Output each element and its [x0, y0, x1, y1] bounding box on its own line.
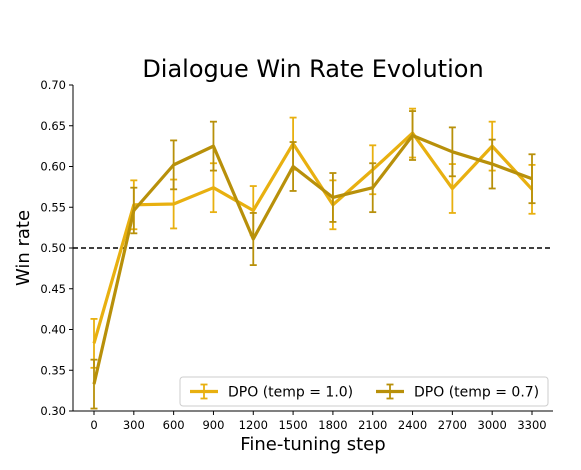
- legend: DPO (temp = 1.0) DPO (temp = 0.7): [179, 376, 549, 407]
- x-tick-label: 1200: [239, 418, 268, 432]
- x-tick-label: 1500: [278, 418, 307, 432]
- y-tick-label: 0.60: [40, 160, 66, 174]
- chart-title: Dialogue Win Rate Evolution: [142, 55, 483, 83]
- x-tick-label: 300: [123, 418, 145, 432]
- y-tick-label: 0.35: [40, 363, 66, 377]
- series-line: [92, 133, 533, 385]
- y-tick-label: 0.65: [40, 119, 66, 133]
- legend-box: [179, 376, 549, 407]
- y-tick-label: 0.55: [40, 200, 66, 214]
- x-tick-label: 900: [202, 418, 224, 432]
- series-line: [92, 131, 534, 344]
- legend-entry: DPO (temp = 1.0): [190, 383, 353, 401]
- y-tick-label: 0.30: [40, 404, 66, 418]
- y-tick-label: 0.50: [40, 241, 66, 255]
- legend-label: DPO (temp = 0.7): [414, 385, 539, 401]
- y-axis-title: Win rate: [13, 210, 34, 286]
- series-1: [90, 107, 536, 369]
- x-tick-label: 3000: [478, 418, 507, 432]
- legend-label: DPO (temp = 1.0): [228, 385, 353, 401]
- x-tick-label: 600: [163, 418, 185, 432]
- series-2: [90, 110, 536, 410]
- x-axis-title: Fine-tuning step: [240, 434, 385, 455]
- x-tick-label: 0: [90, 418, 97, 432]
- legend-entry: DPO (temp = 0.7): [376, 383, 539, 401]
- x-tick-label: 2400: [398, 418, 427, 432]
- y-tick-label: 0.40: [40, 323, 66, 337]
- x-tick-label: 2700: [438, 418, 467, 432]
- y-tick-label: 0.45: [40, 282, 66, 296]
- x-tick-label: 2100: [358, 418, 387, 432]
- y-tick-label: 0.70: [40, 78, 66, 92]
- x-tick-label: 1800: [318, 418, 347, 432]
- x-tick-label: 3300: [517, 418, 546, 432]
